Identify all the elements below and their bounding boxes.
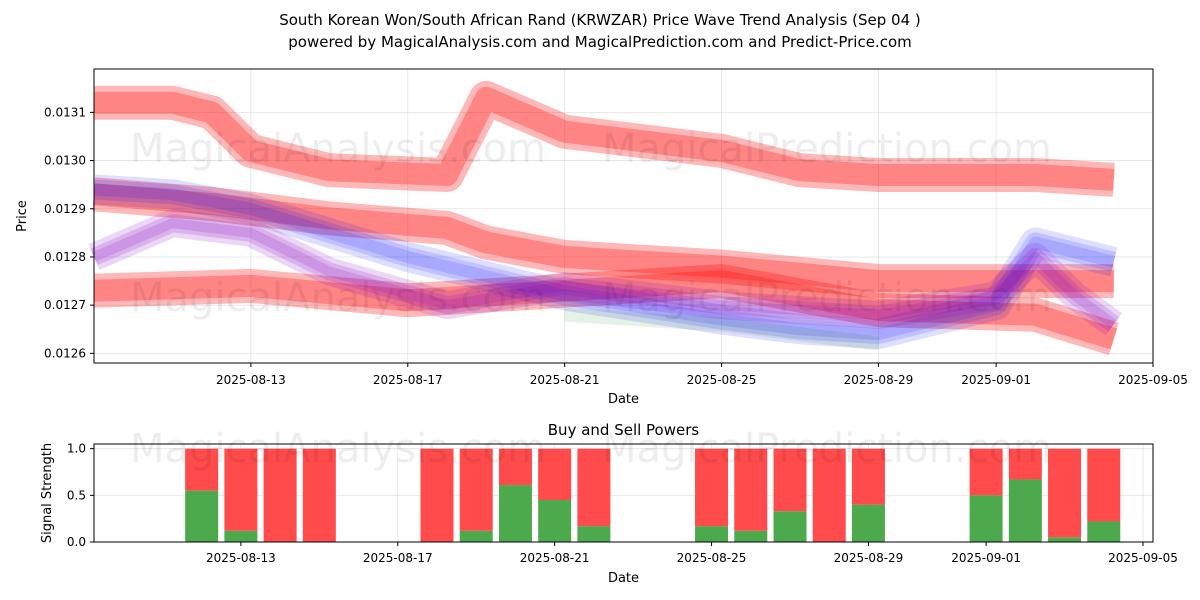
buy-bar bbox=[695, 526, 729, 542]
signal-plot-frame bbox=[93, 443, 1154, 543]
price-band-red-band-1 bbox=[93, 183, 1114, 293]
sell-bar bbox=[773, 448, 807, 512]
signal-y-tick-label: 1.0 bbox=[67, 442, 86, 456]
signal-x-tick-label: 2025-08-21 bbox=[520, 551, 590, 565]
sell-bar bbox=[498, 448, 532, 486]
price-band-blue-band-3 bbox=[93, 183, 1116, 341]
price-watermarks: MagicalAnalysis.com MagicalPrediction.com… bbox=[130, 126, 1052, 321]
price-watermark-text: MagicalPrediction.com bbox=[602, 126, 1052, 172]
price-band-blue-band-3 bbox=[93, 174, 1118, 350]
buy-bar bbox=[185, 490, 219, 542]
price-y-tick-label: 0.0130 bbox=[44, 154, 86, 168]
price-watermark-text: MagicalAnalysis.com bbox=[130, 126, 546, 172]
signal-x-tick-label: 2025-08-25 bbox=[677, 551, 747, 565]
price-band-purple-band-4 bbox=[88, 209, 1123, 336]
signal-chart-title: Buy and Sell Powers bbox=[548, 421, 700, 439]
signal-watermarks: MagicalAnalysis.com MagicalPrediction.com bbox=[130, 426, 1052, 472]
price-x-tick-label: 2025-08-25 bbox=[687, 373, 757, 387]
price-x-tick-label: 2025-08-21 bbox=[530, 373, 600, 387]
buy-bar bbox=[734, 530, 768, 542]
sell-bar bbox=[969, 448, 1003, 496]
sell-bar bbox=[812, 448, 846, 542]
price-band-purple-band-4 bbox=[90, 214, 1120, 332]
price-band-red-band-1 bbox=[92, 177, 1114, 299]
price-x-tick-label: 2025-09-01 bbox=[961, 373, 1031, 387]
sell-bar bbox=[263, 448, 297, 542]
sell-bar bbox=[851, 448, 885, 505]
signal-y-ticks: 0.0 0.5 1.0 bbox=[67, 442, 94, 549]
price-y-axis-label: Price bbox=[15, 200, 30, 232]
signal-watermark-text: MagicalAnalysis.com bbox=[130, 426, 546, 472]
buy-bar bbox=[538, 500, 572, 542]
price-watermark-text: MagicalPrediction.com bbox=[602, 275, 1052, 321]
signal-x-ticks: 2025-08-13 2025-08-17 2025-08-21 2025-08-25… bbox=[206, 542, 1178, 565]
buy-bar bbox=[773, 511, 807, 542]
price-x-tick-label: 2025-08-13 bbox=[216, 373, 286, 387]
sell-bar bbox=[420, 448, 454, 542]
buy-bar bbox=[498, 485, 532, 542]
buy-bar bbox=[459, 530, 493, 542]
price-band-red-band-0 bbox=[94, 86, 1115, 191]
price-band-red-band-2 bbox=[93, 270, 1118, 350]
price-x-tick-label: 2025-08-29 bbox=[844, 373, 914, 387]
price-y-tick-label: 0.0128 bbox=[44, 250, 86, 264]
sell-bar bbox=[577, 448, 611, 527]
buy-bar bbox=[969, 495, 1003, 542]
price-band-green-band-5 bbox=[564, 307, 880, 351]
sell-bar bbox=[1048, 448, 1082, 538]
price-watermark-text: MagicalAnalysis.com bbox=[130, 275, 546, 321]
buy-bar bbox=[224, 530, 258, 542]
price-y-tick-label: 0.0129 bbox=[44, 202, 86, 216]
sell-bar bbox=[734, 448, 768, 531]
sell-bar bbox=[185, 448, 219, 491]
price-y-tick-label: 0.0126 bbox=[44, 346, 86, 360]
figure-title: South Korean Won/South African Rand (KRW… bbox=[279, 11, 921, 29]
price-grid bbox=[94, 69, 1154, 363]
signal-x-tick-label: 2025-08-17 bbox=[363, 551, 433, 565]
sell-bar bbox=[302, 448, 336, 542]
buy-bar bbox=[851, 504, 885, 542]
signal-x-tick-label: 2025-09-01 bbox=[951, 551, 1021, 565]
sell-bar bbox=[538, 448, 572, 500]
sell-bar bbox=[224, 448, 258, 531]
signal-y-tick-label: 0.0 bbox=[67, 535, 86, 549]
signal-bars bbox=[185, 448, 1121, 542]
price-x-tick-label: 2025-08-17 bbox=[373, 373, 443, 387]
sell-bar bbox=[459, 448, 493, 531]
buy-bar bbox=[577, 526, 611, 542]
price-band-red-band-0 bbox=[94, 80, 1115, 197]
signal-x-tick-label: 2025-09-05 bbox=[1108, 551, 1178, 565]
price-band-purple-band-4 bbox=[92, 218, 1117, 329]
price-x-tick-label: 2025-09-05 bbox=[1118, 373, 1188, 387]
signal-watermark-text: MagicalPrediction.com bbox=[602, 426, 1052, 472]
signal-y-axis-label: Signal Strength bbox=[40, 443, 55, 543]
price-band-red-band-2 bbox=[93, 264, 1119, 356]
buy-bar bbox=[1048, 537, 1082, 542]
signal-x-tick-label: 2025-08-13 bbox=[206, 551, 276, 565]
price-wave-bands bbox=[88, 80, 1123, 356]
price-y-ticks: 0.0126 0.0127 0.0128 0.0129 0.0130 0.0131 bbox=[44, 105, 94, 360]
buy-bar bbox=[1087, 521, 1121, 542]
price-plot-frame bbox=[93, 68, 1154, 364]
signal-chart-panel: Buy and Sell Powers MagicalAnalysis.com M… bbox=[40, 421, 1178, 586]
signal-x-tick-label: 2025-08-29 bbox=[834, 551, 904, 565]
sell-bar bbox=[1008, 448, 1042, 480]
signal-x-axis-label: Date bbox=[608, 571, 639, 586]
price-y-tick-label: 0.0127 bbox=[44, 298, 86, 312]
price-x-axis-label: Date bbox=[608, 392, 639, 407]
signal-y-tick-label: 0.5 bbox=[67, 488, 86, 502]
price-chart-panel: MagicalAnalysis.com MagicalPrediction.com… bbox=[15, 68, 1188, 407]
price-y-tick-label: 0.0131 bbox=[44, 105, 86, 119]
price-band-blue-band-3 bbox=[93, 179, 1117, 345]
sell-bar bbox=[695, 448, 729, 527]
buy-bar bbox=[1008, 479, 1042, 542]
sell-bar bbox=[1087, 448, 1121, 522]
figure-subtitle: powered by MagicalAnalysis.com and Magic… bbox=[288, 33, 912, 51]
price-x-ticks: 2025-08-13 2025-08-17 2025-08-21 2025-08-25… bbox=[216, 363, 1188, 387]
